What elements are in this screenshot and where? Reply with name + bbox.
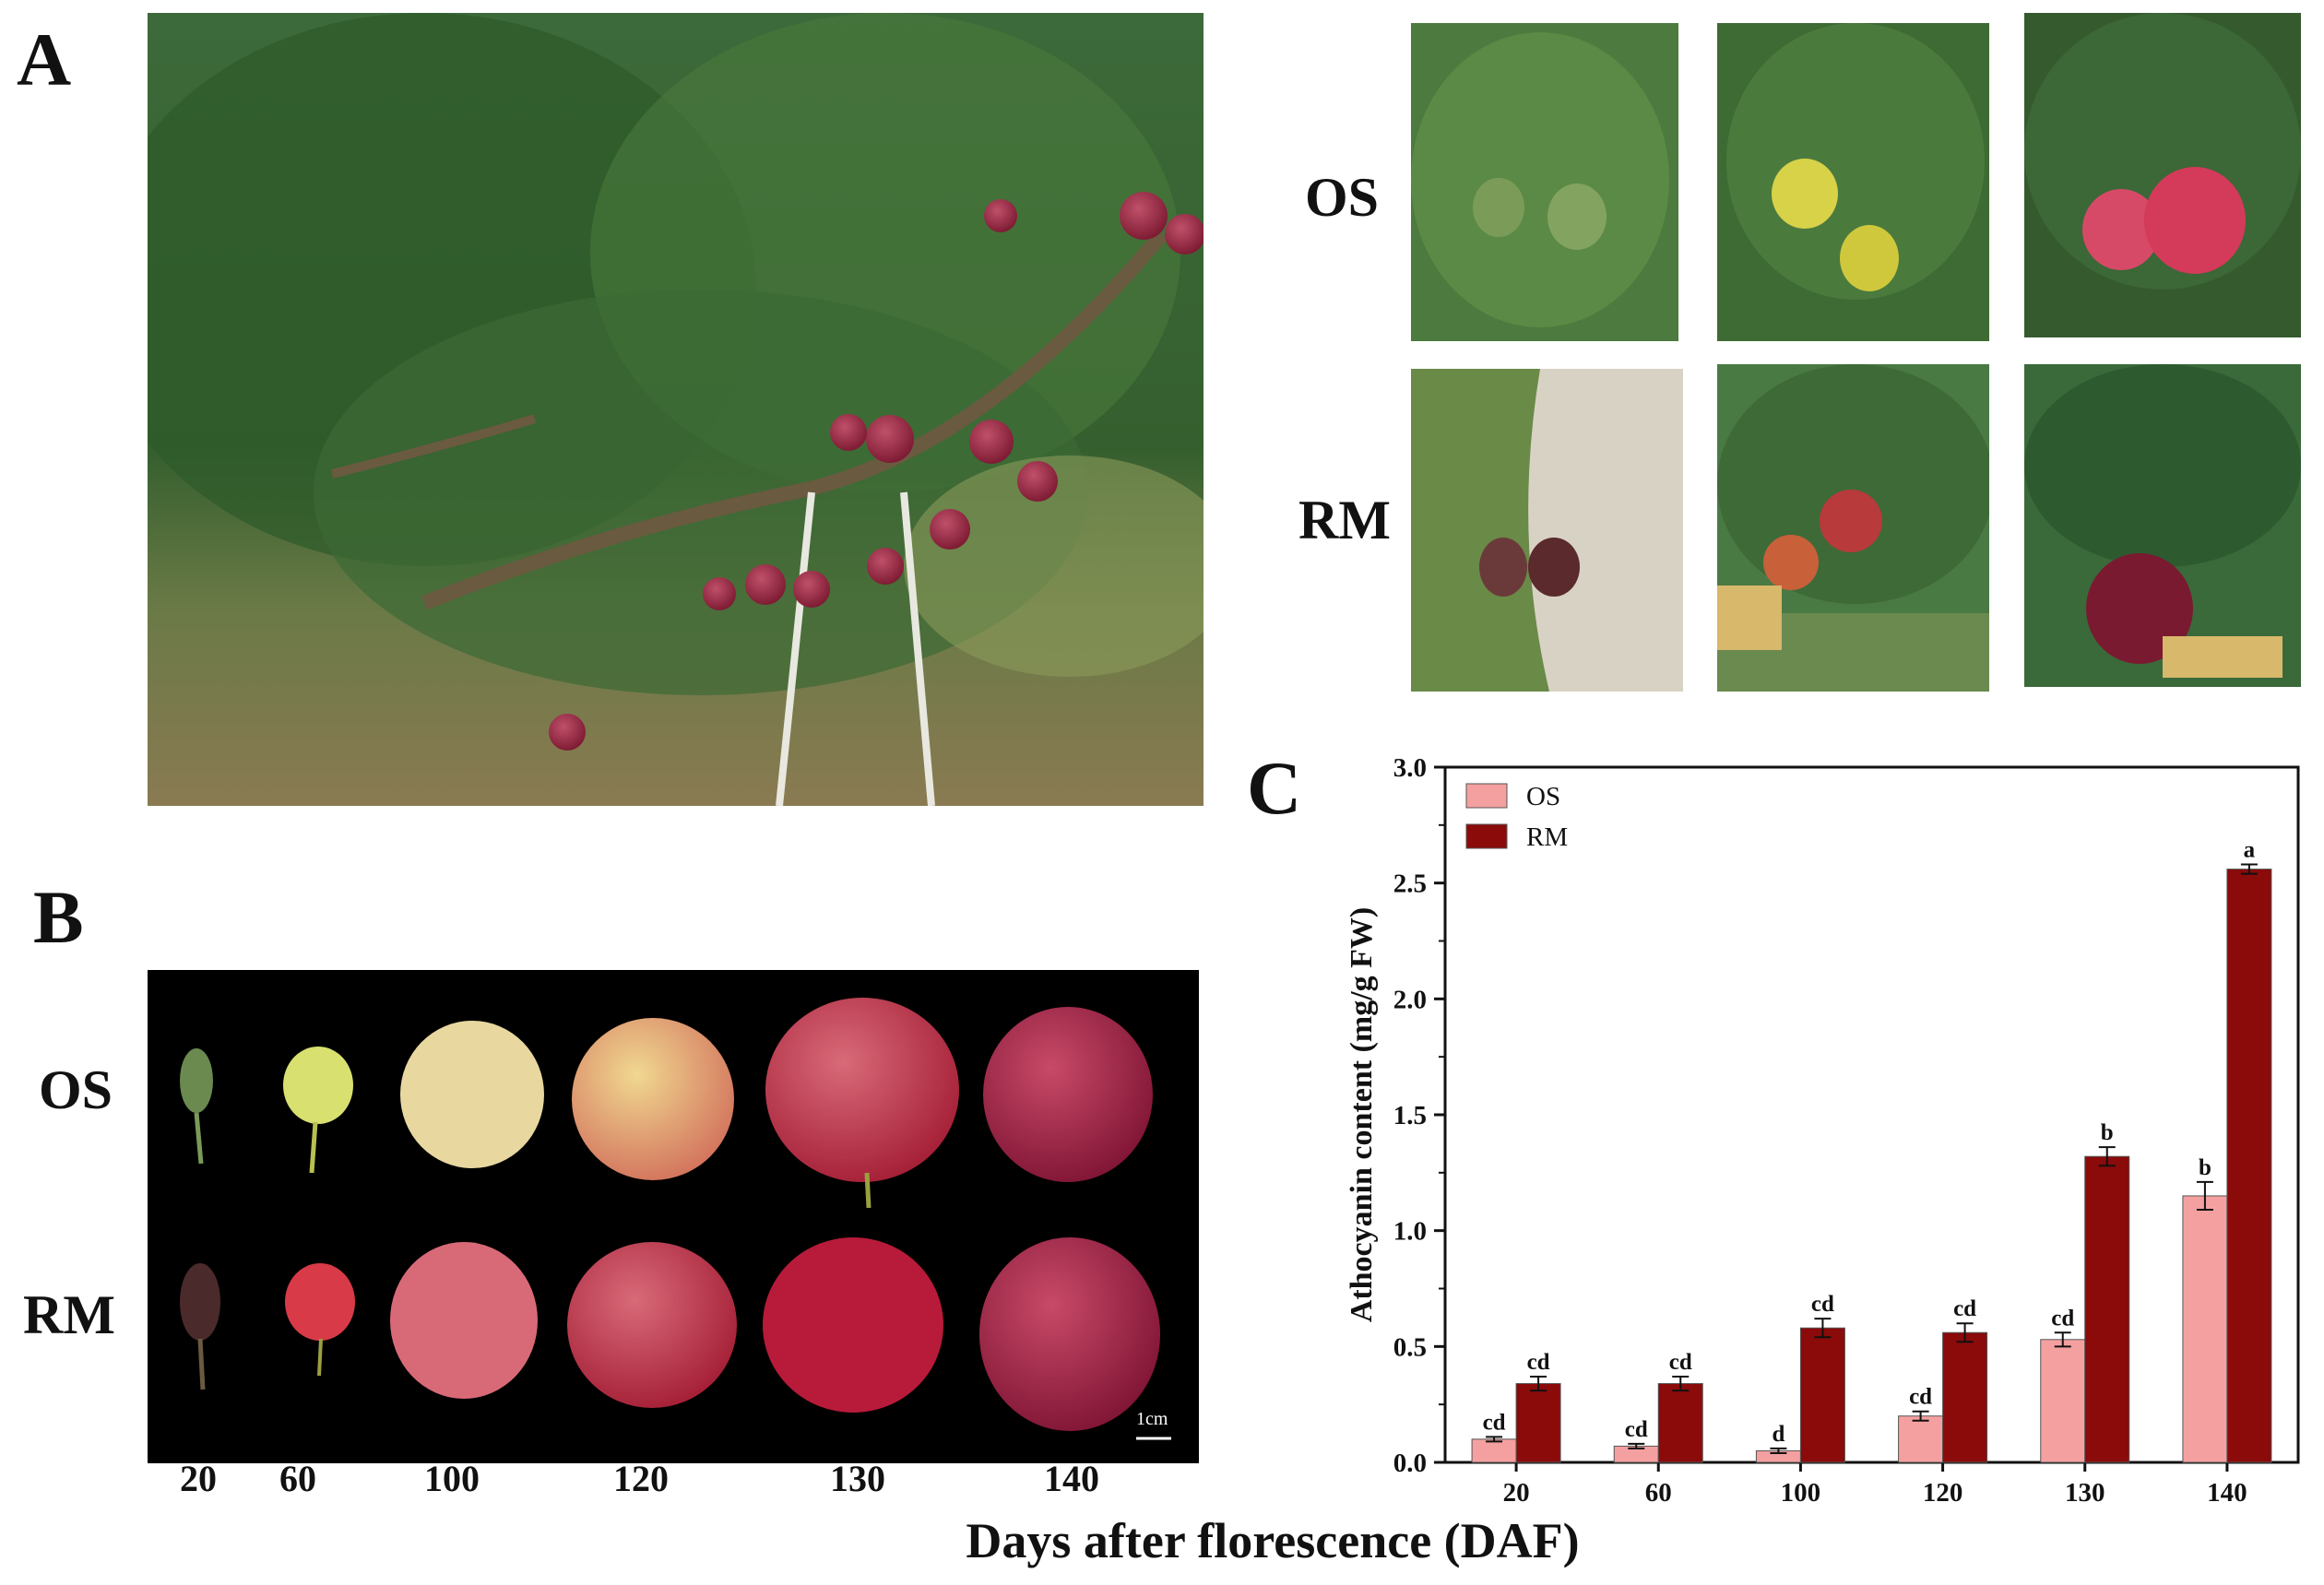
day-label: 120: [613, 1458, 669, 1499]
x-tick-label: 130: [2065, 1478, 2105, 1508]
y-tick-label: 0.5: [1393, 1332, 1427, 1362]
y-tick-label: 0.0: [1393, 1449, 1427, 1478]
rm-bar: [1515, 1383, 1561, 1463]
legend-swatch-os: [1465, 783, 1508, 809]
os-bar: [1898, 1415, 1944, 1463]
y-tick-label: 1.0: [1393, 1217, 1427, 1247]
scale-bar-label: 1cm: [1136, 1409, 1168, 1429]
rm-fruit-photo: [1411, 369, 1683, 692]
day-label: 130: [830, 1458, 885, 1499]
significance-label: d: [1772, 1422, 1784, 1447]
rm-bar: [1942, 1331, 1988, 1463]
y-tick-label: 2.0: [1393, 985, 1427, 1014]
significance-label: cd: [2051, 1306, 2074, 1331]
y-tick-label: 3.0: [1393, 753, 1427, 783]
rm-bar: [2226, 869, 2272, 1463]
rm-fruit-photo: [1717, 364, 1989, 692]
x-tick-label: 120: [1923, 1478, 1963, 1508]
x-tick-label: 60: [1645, 1478, 1672, 1508]
y-tick-label: 2.5: [1393, 869, 1427, 899]
orchard-photo: [148, 13, 1204, 806]
legend-swatch-rm: [1465, 823, 1508, 849]
legend-label-os: OS: [1526, 782, 1560, 811]
x-tick-label: 20: [1503, 1478, 1530, 1508]
os-bar: [2040, 1339, 2086, 1463]
rm-bar: [1799, 1327, 1845, 1463]
significance-label: a: [2244, 838, 2256, 863]
significance-label: cd: [1669, 1350, 1692, 1375]
day-label: 60: [279, 1458, 316, 1499]
os-bar: [1471, 1438, 1517, 1463]
os-fruit-photo: [2024, 13, 2301, 337]
os-fruit-photo: [1411, 23, 1678, 341]
rm-bar: [2084, 1155, 2130, 1463]
rm-fruit-photo: [2024, 364, 2301, 687]
significance-label: cd: [1625, 1417, 1648, 1442]
day-label: 20: [180, 1458, 217, 1499]
plot-frame: [1443, 765, 2300, 1464]
day-label: 100: [424, 1458, 480, 1499]
os-fruit-photo: [1717, 23, 1989, 341]
day-label: 140: [1044, 1458, 1099, 1499]
fruit-series-photo: 1cm: [148, 970, 1199, 1463]
significance-label: cd: [1953, 1296, 1976, 1321]
significance-label: b: [2101, 1120, 2114, 1145]
y-axis-label: Athocyanin content (mg/g FW): [1345, 907, 1379, 1322]
significance-label: cd: [1483, 1410, 1506, 1435]
significance-label: b: [2199, 1155, 2211, 1180]
legend-label-rm: RM: [1526, 822, 1568, 852]
x-axis-title: Days after florescence (DAF): [966, 1513, 1580, 1568]
significance-label: cd: [1909, 1385, 1932, 1410]
panel-c-letter: C: [1247, 746, 1302, 830]
panel-b-os-label: OS: [39, 1059, 113, 1120]
os-bar: [1755, 1449, 1801, 1463]
significance-label: cd: [1527, 1350, 1550, 1375]
x-tick-label: 100: [1781, 1478, 1821, 1508]
rm-bar: [1657, 1383, 1703, 1463]
os-bar: [2182, 1195, 2228, 1463]
y-tick-label: 1.5: [1393, 1101, 1427, 1130]
panel-b-rm-label: RM: [23, 1284, 115, 1345]
os-bar: [1613, 1445, 1659, 1463]
x-tick-label: 140: [2207, 1478, 2247, 1508]
panel-b-letter: B: [33, 875, 84, 959]
panel-a-rm-label: RM: [1298, 490, 1391, 550]
panel-a-letter: A: [17, 18, 72, 101]
significance-label: cd: [1811, 1292, 1834, 1317]
panel-a-os-label: OS: [1305, 167, 1380, 228]
